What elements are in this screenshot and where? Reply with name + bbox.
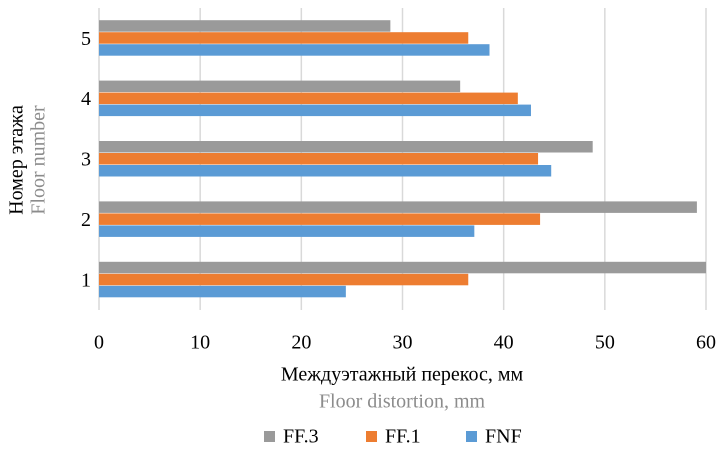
y-axis-title: Номер этажа [6,105,28,215]
bar [99,32,469,44]
bar [99,153,539,165]
legend-swatch [366,431,377,442]
y-tick-label: 3 [81,149,91,171]
x-tick-label: 10 [190,332,210,354]
bar [99,273,469,286]
x-tick-label: 50 [595,332,615,354]
x-tick-label: 30 [393,332,413,354]
x-tick-label: 20 [291,332,311,354]
legend-swatch [466,431,477,442]
bar [99,225,475,237]
y-tick-label: 4 [81,88,91,110]
y-tick-label: 1 [81,269,91,291]
bar [99,165,552,177]
legend-label: FF.1 [385,426,421,448]
x-axis-subtitle: Floor distortion, mm [319,391,486,413]
legend-swatch [264,431,275,442]
legend-label: FNF [485,426,522,448]
y-axis-subtitle: Floor number [28,105,50,215]
x-axis-title: Междуэтажный перекос, мм [281,364,524,386]
bar [99,213,541,225]
y-tick-label: 2 [81,209,91,231]
y-tick-label: 5 [81,28,91,50]
bar [99,20,391,32]
bar [99,285,346,298]
x-tick-label: 60 [696,332,716,354]
bar [99,92,518,105]
bar [99,80,461,93]
bar [99,201,697,213]
x-tick-label: 40 [494,332,514,354]
bar [99,104,531,117]
bar [99,44,490,56]
bar [99,261,706,274]
bar [99,141,593,153]
legend-label: FF.3 [283,426,319,448]
x-tick-label: 0 [94,332,104,354]
